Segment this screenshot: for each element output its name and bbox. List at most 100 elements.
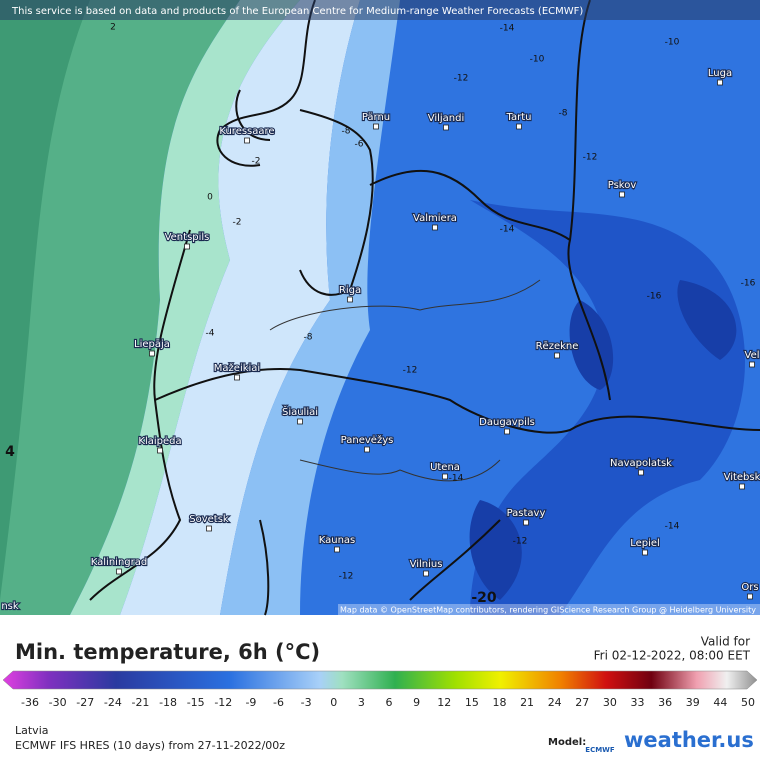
city-label: Valmiera (413, 213, 457, 224)
contour-label: -2 (233, 218, 242, 228)
colorbar-tick-label: -30 (49, 696, 67, 709)
sea-zone (0, 0, 90, 600)
notice: This service is based on data and produc… (11, 6, 583, 17)
city-label: Rēzekne (536, 341, 579, 352)
city-label: Klaipėda (138, 436, 181, 447)
colorbar-tick-label: 27 (575, 696, 589, 709)
contour-label: -12 (513, 537, 528, 547)
city-label: Kaunas (319, 535, 356, 546)
colorbar-tick-label: 44 (713, 696, 727, 709)
city-label: Daugavpils (479, 417, 535, 428)
city-marker (747, 593, 753, 600)
contour-label: -14 (500, 225, 515, 235)
legend: Min. temperature, 6h (°C) Valid for Fri … (2, 635, 758, 754)
model-name: ECMWF (585, 746, 615, 754)
city-marker (234, 374, 240, 381)
city-label: Vel (745, 350, 760, 361)
colorbar-tick-label: -24 (104, 696, 122, 709)
city-label: Viljandi (428, 113, 465, 124)
city-layer: Luga Pärnu Viljandi Tartu Kuressaare Pskov Val… (0, 67, 760, 613)
city-marker (443, 124, 449, 131)
valid-time: Fri 02-12-2022, 08:00 EET (594, 649, 751, 663)
colorbar-tick-label: -12 (214, 696, 232, 709)
attribution-bg (338, 604, 760, 615)
city-marker (373, 123, 379, 130)
contour-label: 2 (110, 23, 116, 33)
contour-label: -12 (454, 74, 469, 84)
contour-label-layer: -14 -10 -10 -12 2 -8 -6 -2 -8 -12 0 -2 -14 -16 -16 -4 -8… (5, 23, 755, 607)
colorbar-tick-label: 24 (548, 696, 562, 709)
contour-label: -2 (252, 157, 261, 167)
colorbar-tick-label: 36 (658, 696, 672, 709)
city-label: Mažeikiai (214, 362, 260, 374)
city-marker (149, 350, 155, 357)
colorbar-tick-label: 6 (386, 696, 393, 709)
city-marker (717, 79, 723, 86)
valid-label: Valid for (701, 635, 750, 649)
attribution: Map data © OpenStreetMap contributors, r… (340, 606, 756, 615)
colorbar-tick-label: 0 (330, 696, 337, 709)
colorbar (2, 670, 758, 690)
city-label: Sovetsk (189, 514, 229, 525)
city-marker (504, 428, 510, 435)
cold-zone (470, 200, 745, 615)
notice-bar (0, 0, 760, 20)
colorbar-tick-label: 30 (603, 696, 617, 709)
city-marker (642, 549, 648, 556)
city-marker (516, 123, 522, 130)
city-marker (442, 473, 448, 480)
sea-zone (0, 0, 240, 615)
colorbar-tick-label: -3 (301, 696, 312, 709)
colorbar-tick-label: 12 (437, 696, 451, 709)
title: Min. temperature, 6h (°C) (15, 640, 320, 664)
colorbar-tick-label: -27 (76, 696, 94, 709)
city-label: Kaliningrad (91, 557, 147, 568)
colorbar-tick-label: 33 (631, 696, 645, 709)
colorbar-tick-label: -15 (187, 696, 205, 709)
contour-label: 0 (207, 193, 213, 203)
contour-label: -10 (530, 55, 545, 65)
contour-label: -12 (403, 366, 418, 376)
contour-label: -14 (449, 474, 464, 484)
city-label: Šiauliai (282, 405, 318, 418)
region: Latvia (15, 724, 49, 737)
city-label: Liepāja (134, 339, 170, 350)
model-label: Model: (548, 737, 586, 748)
border (154, 0, 760, 616)
colorbar-tick-label: 15 (465, 696, 479, 709)
contour-label: -12 (583, 153, 598, 163)
city-marker (364, 446, 370, 453)
colorbar-tick-label: 3 (358, 696, 365, 709)
contour-label: -10 (665, 38, 680, 48)
colorbar-tick-label: 9 (413, 696, 420, 709)
brand: weather.us (624, 728, 754, 752)
colorbar-tick-label: -6 (273, 696, 284, 709)
city-marker (619, 191, 625, 198)
city-marker (244, 137, 250, 144)
contour-label: -20 (471, 590, 497, 606)
contour-label: -4 (206, 329, 215, 339)
region-border (269, 279, 541, 482)
colorbar-tick-label: -36 (21, 696, 39, 709)
contour-label: -8 (342, 127, 351, 137)
coastline (216, 0, 374, 296)
city-marker (116, 568, 122, 575)
contour-label: -16 (741, 279, 756, 289)
city-label: Kuressaare (219, 126, 274, 137)
city-label: Pastavy (507, 508, 546, 519)
contour-label: -8 (559, 109, 568, 119)
city-marker (638, 469, 644, 476)
city-marker (184, 243, 190, 250)
colorbar-tick-label: -9 (245, 696, 256, 709)
cold-core (469, 280, 737, 600)
city-label: Tartu (506, 112, 532, 123)
city-label: Utena (430, 462, 460, 473)
map: This service is based on data and produc… (0, 0, 760, 616)
colorbar-tick-label: -18 (159, 696, 177, 709)
contour-label: -14 (665, 522, 680, 532)
colorbar-tick-label: 18 (492, 696, 506, 709)
contour-label: -12 (339, 572, 354, 582)
colorbar-tick-label: 39 (686, 696, 700, 709)
colorbar-tick-label: -21 (131, 696, 149, 709)
